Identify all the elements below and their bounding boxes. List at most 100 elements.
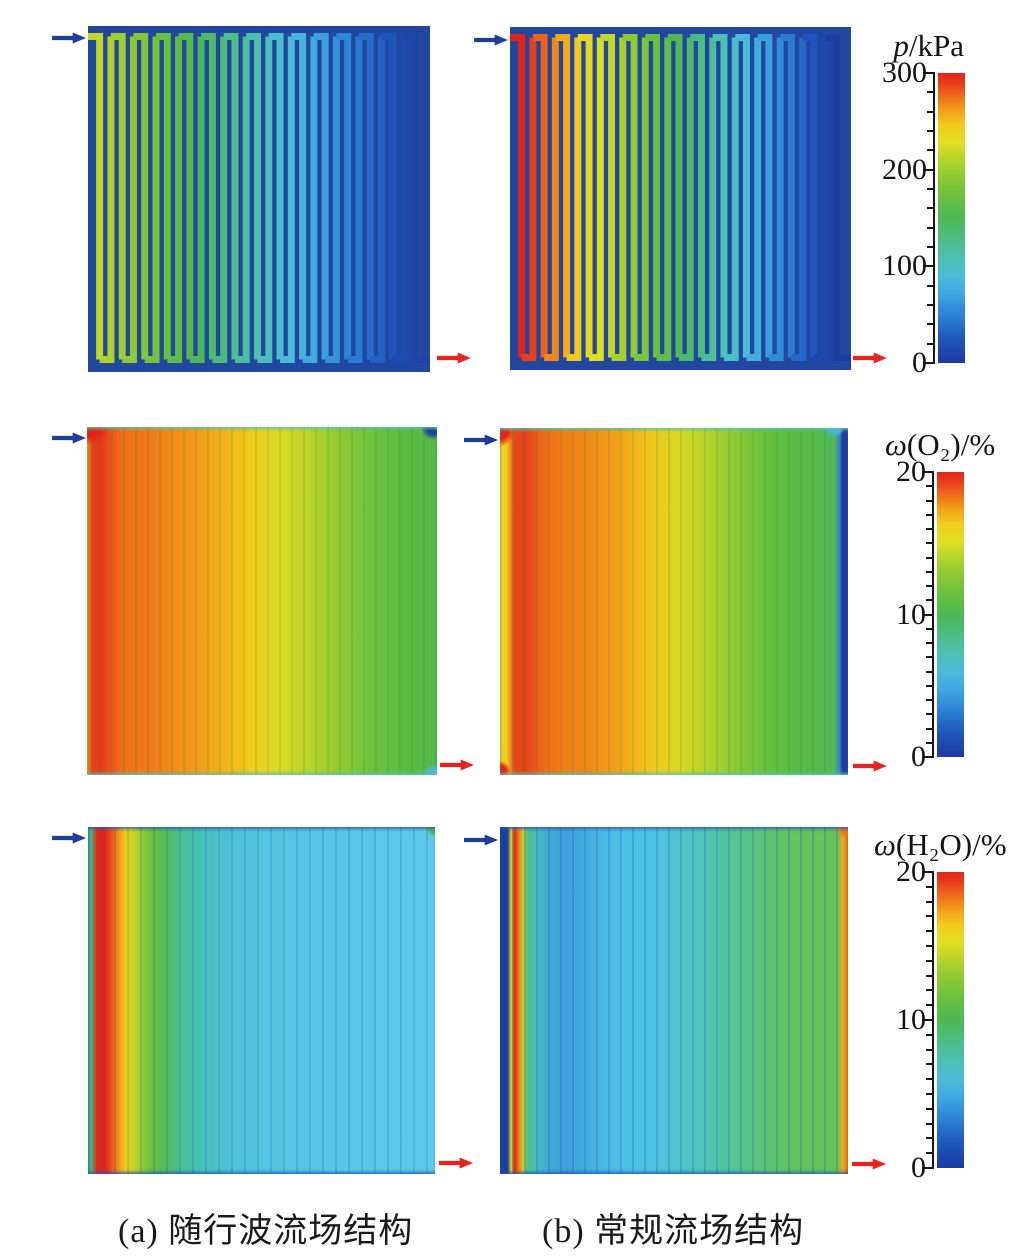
colorbar-unit: (O₂)/% xyxy=(906,427,996,462)
flow-channel xyxy=(392,36,408,363)
colorbar-major-tick xyxy=(923,362,933,364)
colorbar-minor-tick xyxy=(926,959,932,962)
flow-channel xyxy=(735,33,750,358)
flow-channel xyxy=(381,32,397,360)
flow-channel xyxy=(746,37,762,361)
flow-channel xyxy=(802,33,818,358)
colorbar-minor-tick xyxy=(926,670,932,673)
colorbar-axis-line xyxy=(932,471,934,758)
colorbar-minor-tick xyxy=(927,342,933,345)
colorbar-minor-tick xyxy=(926,1093,932,1095)
flow-channel xyxy=(268,32,284,360)
colorbar-variable: ω xyxy=(874,827,896,862)
flow-channel xyxy=(280,36,295,363)
colorbar-minor-tick xyxy=(927,284,933,287)
flow-channel xyxy=(757,33,773,358)
colorbar-gradient xyxy=(937,472,964,757)
colorbar-tick-label: 100 xyxy=(882,249,927,283)
colorbar-gradient xyxy=(938,73,965,363)
flow-channel xyxy=(532,33,548,358)
colorbar-minor-tick xyxy=(926,599,932,602)
colorbar-tick-label: 0 xyxy=(911,740,926,773)
colorbar-minor-tick xyxy=(926,1107,932,1110)
colorbar-minor-tick xyxy=(927,91,933,94)
colorbar-minor-tick xyxy=(926,499,932,502)
colorbar-tick-label: 300 xyxy=(882,56,927,89)
flow-channel xyxy=(257,36,273,363)
colorbar-minor-tick xyxy=(926,900,932,903)
flow-channel xyxy=(313,32,329,360)
colorbar-minor-tick xyxy=(926,741,932,744)
colorbar-minor-tick xyxy=(926,945,932,947)
outlet-arrow-icon xyxy=(852,1158,886,1170)
flow-channel xyxy=(144,36,160,363)
flow-channel xyxy=(768,37,784,361)
flow-channel xyxy=(347,36,363,363)
colorbar-minor-tick xyxy=(927,149,933,152)
colorbar-minor-tick xyxy=(927,304,933,306)
flow-channel xyxy=(223,32,239,360)
flow-channel xyxy=(291,32,307,360)
colorbar-h2o: ω(H₂O)/% 20 10 0 xyxy=(874,827,1007,1183)
colorbar-gradient xyxy=(937,872,964,1168)
colorbar-minor-tick xyxy=(926,528,932,530)
flow-channel xyxy=(622,33,638,358)
colorbar-minor-tick xyxy=(926,1152,932,1155)
flow-channel xyxy=(336,32,352,360)
colorbar-minor-tick xyxy=(926,542,932,545)
flow-channel xyxy=(679,37,694,361)
flow-channel xyxy=(88,32,104,360)
flow-channel xyxy=(791,37,807,361)
flow-channel xyxy=(133,32,149,360)
flow-channel xyxy=(611,37,627,361)
outlet-arrow-icon xyxy=(853,760,887,772)
colorbar-axis-line xyxy=(932,871,934,1169)
flow-channel xyxy=(178,32,194,360)
colorbar-tick-label: 0 xyxy=(911,1151,926,1184)
flow-channel xyxy=(99,36,115,363)
flow-channel xyxy=(645,33,661,358)
flow-channel xyxy=(825,33,851,361)
colorbar-minor-tick xyxy=(927,188,933,190)
colorbar-minor-tick xyxy=(927,246,933,248)
colorbar-major-tick xyxy=(923,168,933,171)
contour-o2-a xyxy=(87,427,437,775)
colorbar-minor-tick xyxy=(927,226,933,229)
colorbar-tick-label: 10 xyxy=(896,1003,926,1036)
colorbar-minor-tick xyxy=(926,885,932,888)
flow-channel xyxy=(521,37,537,361)
colorbar-tick-label: 20 xyxy=(896,855,926,888)
outlet-arrow-icon xyxy=(437,352,471,364)
flow-channel xyxy=(577,33,593,358)
flow-channel xyxy=(555,33,571,358)
caption-panel-a: (a) 随行波流场结构 xyxy=(118,1213,414,1250)
flow-channel xyxy=(600,33,616,358)
flow-channel xyxy=(358,32,374,360)
colorbar-variable: ω xyxy=(885,427,907,462)
flow-channel xyxy=(234,36,250,363)
colorbar-unit: /kPa xyxy=(908,28,964,63)
colorbar-minor-tick xyxy=(926,585,932,587)
colorbar-unit: (H₂O)/% xyxy=(895,827,1007,862)
flow-channel xyxy=(566,37,582,361)
colorbar-minor-tick xyxy=(926,1048,932,1051)
flow-channel xyxy=(690,33,705,358)
colorbar-minor-tick xyxy=(926,1122,932,1125)
contour-h2o-a xyxy=(88,827,435,1174)
inlet-arrow-icon xyxy=(52,832,86,844)
colorbar-o2-title: ω(O₂)/% xyxy=(885,427,995,463)
colorbar-major-tick xyxy=(922,1167,932,1169)
flow-channel xyxy=(813,37,829,361)
colorbar-tick-label: 200 xyxy=(882,152,927,186)
outlet-arrow-icon xyxy=(853,352,887,364)
flow-channel xyxy=(122,36,137,363)
inlet-arrow-icon xyxy=(474,34,508,46)
colorbar-pressure-title: p/kPa xyxy=(893,28,964,64)
colorbar-minor-tick xyxy=(926,513,932,516)
colorbar-major-tick xyxy=(922,471,932,473)
flow-channel xyxy=(656,37,672,361)
colorbar-minor-tick xyxy=(926,1033,932,1036)
colorbar-minor-tick xyxy=(926,915,932,918)
flow-channel xyxy=(325,36,340,363)
